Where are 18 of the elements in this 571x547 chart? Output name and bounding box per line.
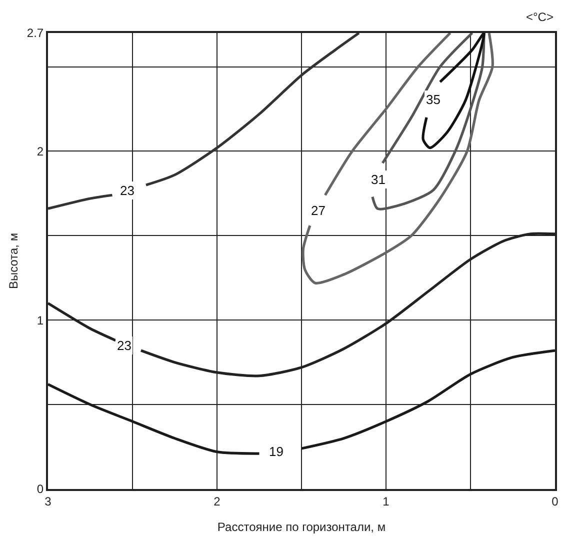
series-label: 31	[371, 172, 386, 187]
y-tick-label: 2.7	[26, 26, 44, 40]
x-tick-label: 1	[382, 494, 390, 508]
x-tick-label: 3	[44, 494, 52, 508]
text: <°C>	[526, 10, 554, 24]
series-label: 27	[311, 203, 326, 218]
y-axis-title: Высота, м	[6, 232, 21, 290]
series-label: 35	[426, 92, 440, 107]
x-axis-title: Расстояние по горизонтали, м	[217, 520, 386, 534]
series-label: 19	[269, 444, 284, 459]
series-label: 23	[120, 183, 134, 198]
y-tick-label: 1	[36, 313, 44, 328]
y-tick-label: 2	[36, 144, 44, 158]
series-label: 23	[117, 338, 132, 353]
x-tick-label: 2	[214, 494, 221, 508]
y-tick-label: 0	[36, 482, 44, 496]
x-tick-label: 0	[552, 494, 559, 508]
line-series	[422, 33, 486, 150]
